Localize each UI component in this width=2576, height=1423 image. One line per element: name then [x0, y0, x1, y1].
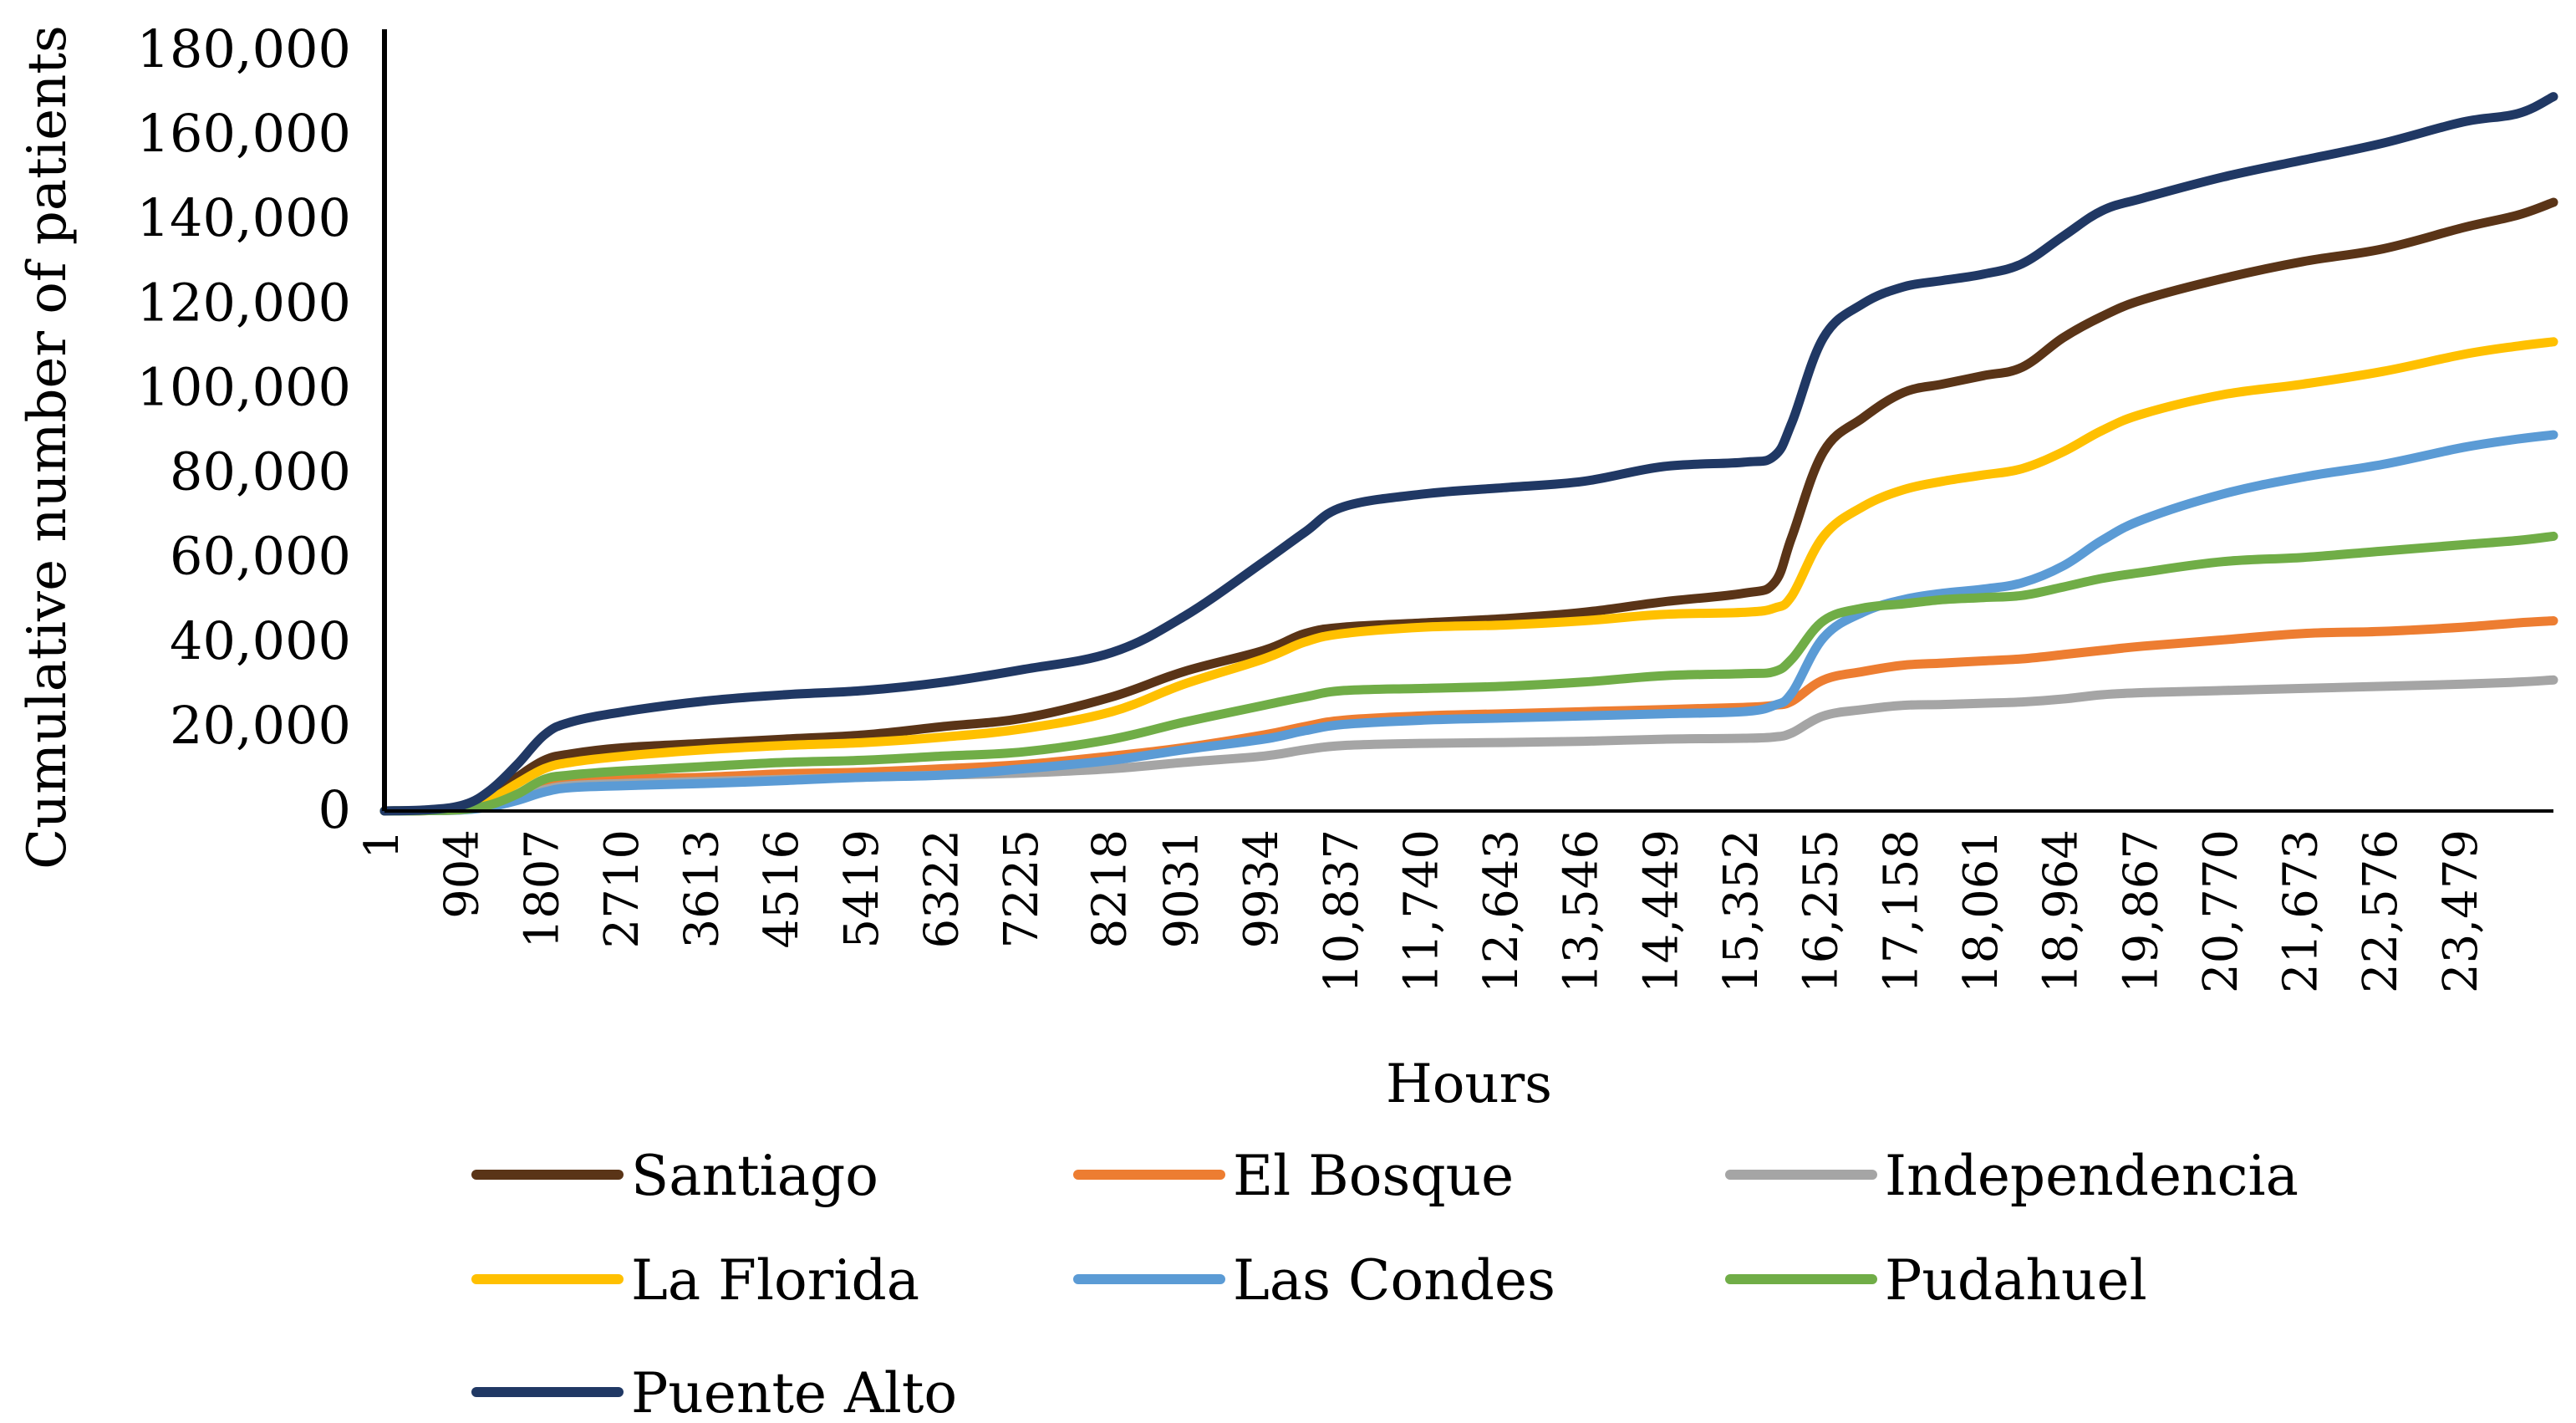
legend-item-santiago: Santiago [471, 1144, 878, 1208]
x-tick-label: 9031 [1154, 829, 1209, 949]
x-tick-label: 19,867 [2114, 829, 2168, 993]
y-axis-ticks: 0 20,000 40,000 60,000 80,000 100,000 120,000 1… [137, 18, 351, 840]
x-tick-label: 16,255 [1795, 829, 1849, 993]
x-tick-label: 15,352 [1714, 829, 1769, 993]
x-tick-label: 1 [355, 829, 410, 859]
x-tick-label: 4516 [755, 829, 809, 949]
x-tick-label: 13,546 [1555, 829, 1609, 993]
x-tick-label: 904 [435, 829, 490, 919]
x-axis-title: Hours [1386, 1053, 1552, 1115]
x-tick-label: 18,964 [2034, 829, 2089, 993]
series-line-santiago [379, 197, 2558, 816]
x-tick-label: 5419 [835, 829, 889, 949]
x-tick-label: 1807 [515, 829, 569, 949]
x-tick-label: 22,576 [2354, 829, 2408, 993]
legend-label: Santiago [631, 1144, 878, 1208]
x-tick-label: 18,061 [1954, 829, 2008, 993]
x-tick-label: 7225 [995, 829, 1049, 949]
y-tick-label: 20,000 [170, 695, 351, 756]
legend-label: Las Condes [1233, 1248, 1555, 1313]
legend-item-independencia: Independencia [1725, 1144, 2299, 1208]
y-tick-label: 160,000 [137, 103, 351, 164]
series-lines [379, 92, 2558, 816]
legend-item-puente-alto: Puente Alto [471, 1361, 957, 1423]
y-tick-label: 60,000 [170, 526, 351, 587]
legend-item-las-condes: Las Condes [1073, 1248, 1555, 1313]
series-line-la-florida [379, 337, 2558, 816]
legend-label: Pudahuel [1885, 1248, 2147, 1313]
legend-label: El Bosque [1233, 1144, 1514, 1208]
x-tick-label: 9934 [1235, 829, 1289, 949]
x-tick-label: 6322 [915, 829, 970, 949]
y-tick-label: 40,000 [170, 610, 351, 671]
y-tick-label: 120,000 [137, 272, 351, 333]
legend-label: Puente Alto [631, 1361, 957, 1423]
y-tick-label: 0 [318, 779, 351, 840]
x-tick-label: 8218 [1082, 829, 1137, 949]
legend: Santiago El Bosque Independencia La Florida… [471, 1144, 2299, 1423]
y-tick-label: 140,000 [137, 187, 351, 248]
series-line-las-condes [379, 430, 2558, 816]
legend-label: La Florida [631, 1248, 919, 1313]
x-tick-label: 12,643 [1474, 829, 1529, 993]
series-line-puente-alto [379, 92, 2558, 816]
legend-item-pudahuel: Pudahuel [1725, 1248, 2147, 1313]
y-tick-label: 100,000 [137, 356, 351, 417]
x-tick-label: 17,158 [1874, 829, 1928, 993]
y-axis-title: Cumulative number of patients [17, 25, 79, 870]
x-tick-label: 3613 [675, 829, 730, 949]
x-tick-label: 21,673 [2274, 829, 2329, 993]
x-axis-ticks: 1 904 1807 2710 3613 4516 5419 6322 7225 8218 9031… [355, 829, 2488, 993]
x-tick-label: 11,740 [1394, 829, 1448, 993]
x-tick-label: 14,449 [1634, 829, 1688, 993]
x-tick-label: 23,479 [2434, 829, 2488, 993]
y-tick-label: 180,000 [137, 18, 351, 79]
series-line-pudahuel [379, 531, 2558, 816]
x-tick-label: 10,837 [1315, 829, 1369, 993]
x-tick-label: 20,770 [2194, 829, 2248, 993]
legend-item-el-bosque: El Bosque [1073, 1144, 1514, 1208]
x-tick-label: 2710 [595, 829, 649, 949]
legend-label: Independencia [1885, 1144, 2299, 1208]
legend-item-la-florida: La Florida [471, 1248, 919, 1313]
y-tick-label: 80,000 [170, 441, 351, 502]
